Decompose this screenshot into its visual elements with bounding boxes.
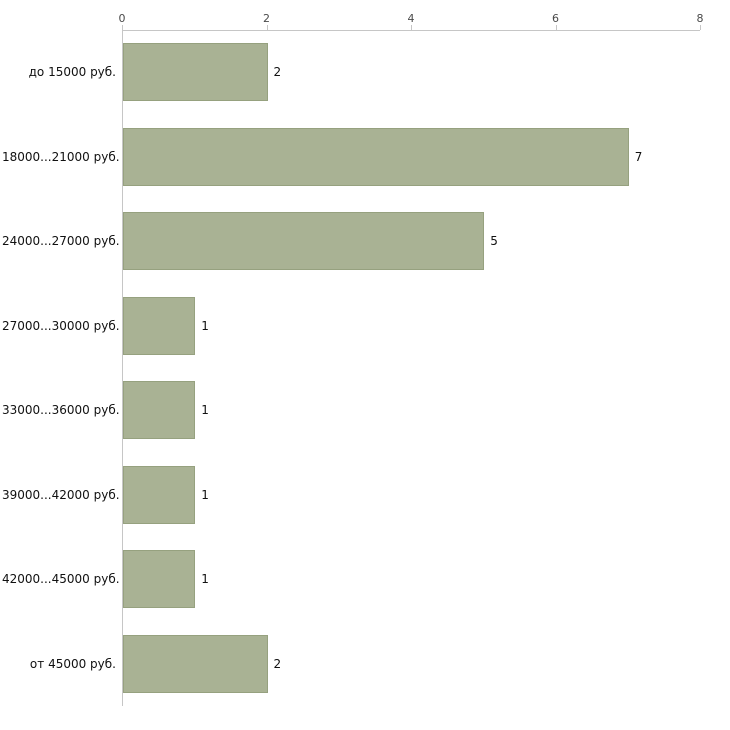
y-axis-category-label: до 15000 руб. — [28, 65, 116, 80]
bar — [123, 465, 196, 524]
x-axis-tick-mark — [555, 25, 557, 30]
bar-value-label: 2 — [273, 656, 282, 671]
x-axis-tick-mark — [411, 25, 412, 30]
bar — [123, 212, 485, 271]
bar — [123, 296, 196, 355]
bar-value-label: 2 — [273, 65, 282, 80]
bar — [123, 550, 196, 609]
bar — [123, 43, 268, 102]
y-axis-category-label: 39000...42000 руб. — [2, 487, 120, 502]
plot-area — [122, 30, 700, 706]
bar-value-label: 5 — [490, 234, 498, 249]
x-axis-tick-label: 8 — [696, 12, 704, 25]
y-axis-category-label: 18000...21000 руб. — [2, 149, 120, 164]
x-axis-tick-mark — [700, 25, 701, 30]
bar-value-label: 1 — [201, 487, 209, 502]
bar-value-label: 1 — [201, 318, 209, 333]
bar — [123, 381, 196, 440]
bar — [123, 634, 268, 693]
x-axis-tick-mark — [266, 25, 268, 30]
x-axis-tick-label: 6 — [552, 12, 559, 25]
bar — [123, 127, 629, 186]
bar-value-label: 1 — [201, 572, 209, 587]
x-axis-tick-label: 2 — [263, 12, 270, 25]
x-axis-tick-label: 4 — [407, 12, 415, 25]
y-axis-category-label: от 45000 руб. — [29, 656, 116, 671]
y-axis-category-label: 33000...36000 руб. — [2, 403, 120, 418]
y-axis-category-label: 42000...45000 руб. — [2, 572, 120, 587]
bar-value-label: 7 — [634, 149, 643, 164]
y-axis-category-label: 24000...27000 руб. — [2, 234, 120, 249]
x-axis-tick-mark — [122, 25, 123, 30]
bar-value-label: 1 — [201, 403, 209, 418]
x-axis-tick-label: 0 — [118, 12, 126, 25]
y-axis-category-label: 27000...30000 руб. — [2, 318, 120, 333]
